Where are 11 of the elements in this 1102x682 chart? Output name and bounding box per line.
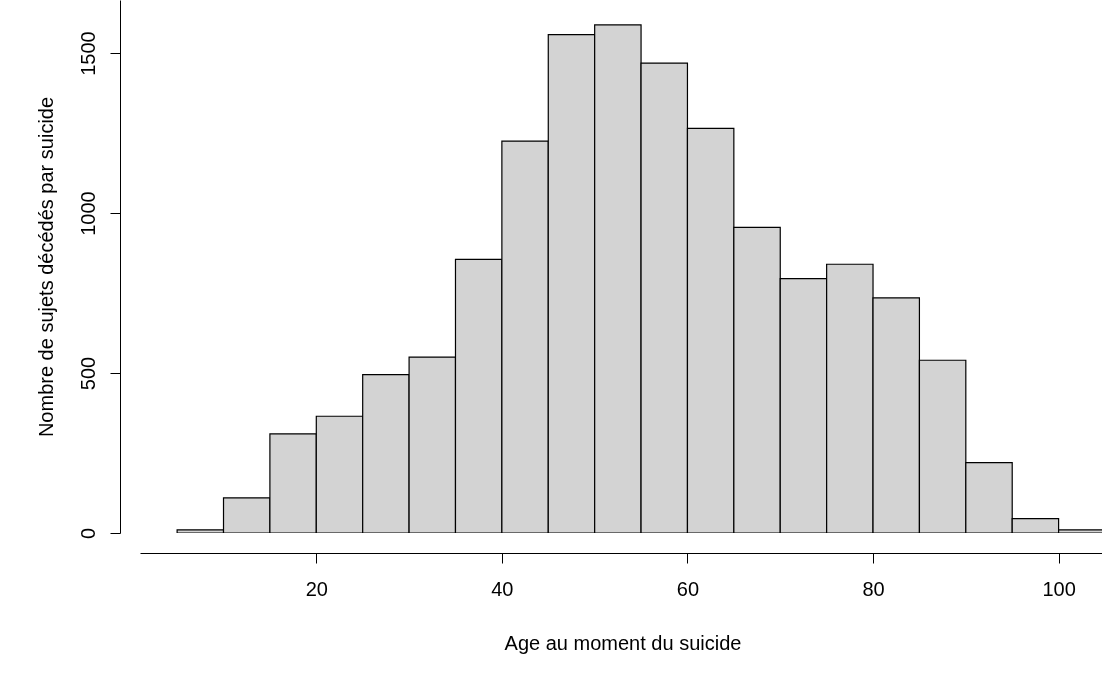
y-tick-label: 0 (76, 527, 99, 540)
x-tick-label: 60 (676, 577, 700, 600)
y-tick-label: 1000 (76, 191, 99, 236)
y-tick-label: 500 (76, 356, 99, 391)
x-tick-label: 40 (491, 577, 514, 600)
x-tick-label: 100 (1042, 577, 1076, 600)
x-axis-title: Age au moment du suicide (504, 631, 742, 654)
y-axis-title: Nombre de sujets décédés par suicide (34, 96, 57, 438)
y-tick-label: 1500 (76, 31, 99, 76)
x-tick-label: 80 (862, 577, 885, 600)
x-tick-label: 20 (305, 577, 328, 600)
